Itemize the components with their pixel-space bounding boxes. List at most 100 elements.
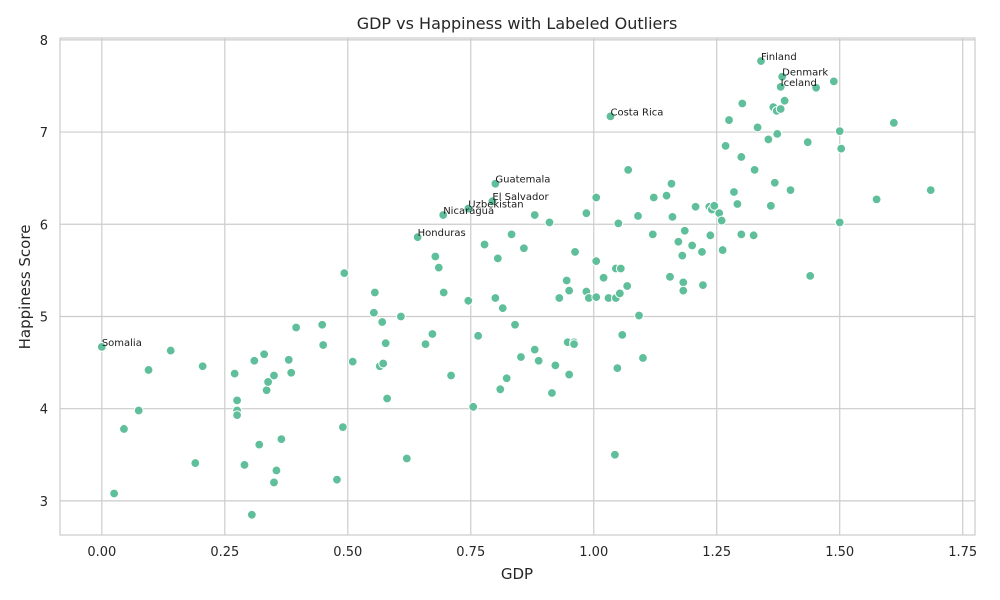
data-point: [736, 152, 747, 162]
data-point: [286, 367, 297, 378]
data-point: [737, 98, 748, 109]
outlier-point: [96, 341, 107, 352]
data-point: [143, 365, 154, 375]
data-point: [427, 329, 438, 339]
data-point: [623, 164, 634, 175]
data-point: [506, 229, 517, 240]
data-point: [665, 271, 675, 282]
outlier-point: [463, 203, 474, 214]
data-point: [622, 281, 633, 291]
data-point: [550, 360, 561, 371]
chart-title: GDP vs Happiness with Labeled Outliers: [357, 14, 678, 33]
data-point: [765, 200, 776, 211]
data-point: [396, 311, 406, 322]
y-tick-label: 4: [40, 403, 48, 418]
data-point: [229, 368, 240, 379]
data-point: [190, 458, 201, 468]
data-point: [337, 422, 348, 433]
y-tick-label: 8: [40, 34, 48, 49]
data-point: [667, 211, 678, 222]
data-point: [925, 185, 936, 196]
data-point: [533, 355, 544, 366]
outlier-point: [777, 71, 788, 82]
data-point: [775, 104, 786, 114]
data-point: [614, 288, 625, 299]
data-point: [732, 199, 743, 209]
data-point: [276, 434, 287, 445]
data-point: [828, 76, 839, 87]
outlier-label: Costa Rica: [610, 107, 663, 118]
x-tick-label: 1.50: [825, 545, 854, 560]
data-point: [724, 115, 734, 125]
data-point: [420, 339, 431, 350]
data-point: [802, 137, 813, 148]
data-point: [165, 345, 176, 356]
data-point: [716, 215, 727, 226]
y-tick-label: 7: [40, 126, 48, 141]
data-point: [232, 395, 242, 406]
data-point: [332, 474, 342, 485]
data-point: [490, 293, 501, 303]
data-point: [836, 143, 847, 154]
outlier-label: Honduras: [418, 228, 466, 239]
outlier-label: Uzbekistan: [468, 200, 523, 211]
outlier-point: [490, 178, 501, 189]
data-point: [283, 354, 294, 365]
data-point: [547, 388, 557, 398]
data-point: [529, 344, 540, 355]
y-tick-label: 3: [40, 495, 48, 510]
data-point: [729, 187, 739, 197]
x-tick-label: 0.50: [333, 545, 362, 560]
data-point: [638, 353, 648, 363]
data-point: [317, 319, 328, 330]
data-point: [197, 361, 208, 372]
data-point: [811, 82, 822, 93]
data-point: [239, 460, 250, 470]
x-axis-label: GDP: [501, 565, 533, 583]
data-point: [438, 287, 449, 298]
data-point: [516, 352, 526, 362]
data-point: [564, 369, 575, 380]
y-axis-label: Happiness Score: [16, 225, 34, 350]
data-point: [779, 95, 790, 106]
data-point: [661, 190, 672, 201]
data-point: [613, 218, 624, 229]
data-point: [615, 263, 626, 274]
data-point: [446, 370, 456, 381]
data-point: [479, 239, 490, 250]
data-point: [269, 477, 279, 488]
x-tick-label: 1.00: [579, 545, 608, 560]
data-point: [673, 236, 684, 247]
data-point: [271, 465, 282, 476]
x-tick-label: 1.25: [702, 545, 731, 560]
data-point: [430, 251, 441, 262]
data-point: [510, 319, 520, 330]
data-point: [368, 307, 379, 318]
data-point: [318, 340, 329, 350]
outlier-point: [756, 56, 766, 66]
data-point: [591, 292, 602, 303]
data-point: [518, 243, 529, 254]
data-point: [705, 230, 716, 241]
data-point: [720, 140, 731, 151]
data-point: [591, 192, 602, 203]
data-point: [666, 178, 677, 189]
data-point: [736, 229, 747, 240]
data-point: [871, 194, 882, 205]
data-point: [697, 247, 707, 257]
data-point: [612, 363, 623, 374]
data-point: [561, 275, 572, 286]
outlier-label: Iceland: [781, 78, 817, 89]
data-point: [246, 509, 257, 520]
outlier-point: [438, 210, 449, 220]
data-point: [473, 330, 484, 341]
data-point: [752, 122, 763, 133]
data-point: [678, 285, 689, 296]
data-point: [581, 208, 592, 219]
outlier-label: Finland: [761, 52, 797, 63]
data-point: [378, 358, 389, 369]
data-point: [382, 393, 393, 404]
data-point: [769, 177, 780, 188]
data-point: [497, 303, 508, 314]
data-point: [591, 256, 602, 267]
